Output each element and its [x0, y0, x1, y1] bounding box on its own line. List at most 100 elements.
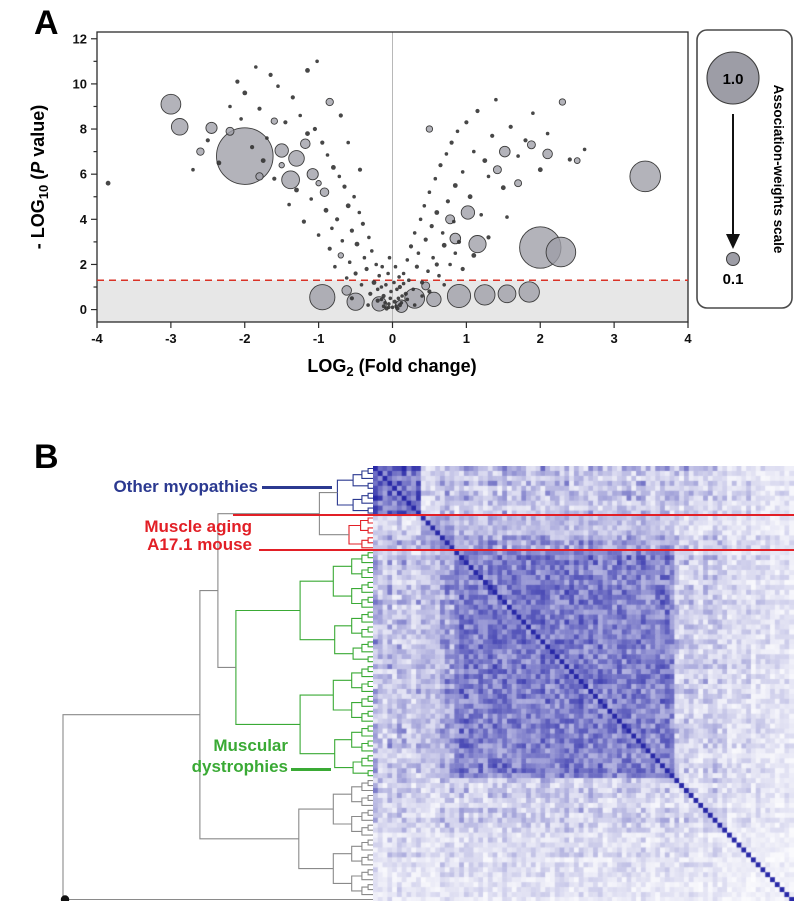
y-tick-label: 2: [80, 257, 87, 272]
data-bubble: [216, 127, 274, 185]
data-bubble: [392, 299, 397, 304]
data-bubble: [345, 203, 351, 209]
data-bubble: [420, 280, 425, 285]
data-bubble: [342, 184, 347, 189]
legend-box: 1.0 0.1 Association-weights scale: [696, 29, 793, 309]
y-tick-label: 6: [80, 167, 87, 182]
data-bubble: [349, 228, 354, 233]
x-axis-title-rest: (Fold change): [354, 356, 477, 376]
data-bubble: [255, 172, 264, 181]
dendrogram-branch: [367, 695, 373, 702]
data-bubble: [545, 236, 577, 268]
data-bubble: [423, 237, 428, 242]
dendrogram-branch: [367, 809, 373, 816]
dendrogram-branch: [367, 537, 373, 544]
dendrogram-branch: [361, 797, 373, 806]
x-tick-label: -1: [313, 331, 325, 346]
data-bubble: [456, 239, 462, 244]
data-bubble: [486, 235, 491, 240]
data-bubble: [471, 253, 477, 258]
data-bubble: [331, 165, 336, 170]
data-bubble: [380, 264, 385, 269]
data-bubble: [354, 241, 360, 247]
dendrogram-branch: [367, 467, 373, 474]
dendrogram-root-dot: [60, 895, 70, 901]
data-bubble: [352, 194, 356, 199]
dendrogram-branch: [351, 672, 362, 689]
data-bubble: [375, 298, 380, 303]
data-bubble: [300, 138, 311, 149]
y-tick-label: 10: [73, 76, 87, 91]
data-bubble: [440, 231, 445, 235]
data-bubble: [448, 262, 452, 267]
data-bubble: [499, 145, 511, 158]
data-bubble: [288, 150, 305, 167]
data-bubble: [319, 187, 330, 197]
dendrogram-branch: [361, 856, 373, 866]
data-bubble: [335, 217, 340, 222]
data-bubble: [397, 284, 402, 290]
data-bubble: [381, 304, 386, 309]
data-bubble: [418, 217, 423, 222]
data-bubble: [257, 106, 262, 111]
data-bubble: [347, 260, 352, 265]
data-bubble: [333, 264, 337, 269]
data-bubble: [475, 108, 480, 114]
data-bubble: [399, 301, 404, 305]
data-bubble: [414, 264, 419, 269]
y-axis-title: - LOG10 (P value): [28, 105, 51, 250]
dendrogram-branch: [367, 869, 373, 876]
data-bubble: [278, 162, 285, 169]
dendrogram-branch: [367, 780, 373, 787]
data-bubble: [337, 174, 342, 179]
data-bubble: [395, 306, 400, 311]
data-bubble: [516, 154, 520, 158]
data-bubble: [320, 140, 325, 145]
dendrogram-branch: [351, 845, 362, 862]
dendrogram-branch: [367, 482, 373, 489]
data-bubble: [438, 163, 443, 168]
data-bubble: [360, 221, 365, 226]
data-bubble: [518, 281, 540, 303]
dendrogram-branch: [334, 625, 354, 655]
dendrogram-branch: [367, 666, 373, 673]
data-bubble: [390, 305, 395, 310]
data-bubble: [490, 133, 495, 138]
dendrogram-branch: [235, 609, 301, 725]
dendrogram-branch: [367, 725, 373, 732]
data-bubble: [505, 215, 509, 219]
dendrogram-branch: [361, 599, 373, 608]
dendrogram-branch: [351, 588, 362, 605]
data-bubble: [531, 111, 535, 115]
data-bubble: [427, 289, 432, 294]
cluster-divider-line-bottom: [259, 549, 794, 551]
data-bubble: [422, 204, 427, 208]
data-bubble: [523, 138, 528, 143]
data-bubble: [265, 136, 269, 140]
dendrogram-branch: [361, 812, 373, 821]
y-axis-title-close: value): [28, 105, 48, 162]
data-bubble: [387, 255, 392, 260]
data-bubble: [309, 284, 336, 311]
dendrogram-branch: [367, 680, 373, 688]
data-bubble: [494, 97, 498, 102]
dendrogram-branch: [361, 614, 373, 623]
dendrogram-branch: [299, 580, 335, 641]
dendrogram-branch: [367, 596, 373, 603]
data-bubble: [228, 104, 232, 109]
legend-min-bubble: [726, 252, 740, 266]
data-bubble: [500, 185, 506, 191]
data-bubble: [412, 303, 417, 307]
data-bubble: [425, 125, 434, 133]
data-bubble: [315, 59, 319, 64]
dendrogram-branch: [352, 474, 369, 487]
legend-title: Association-weights scale: [771, 85, 786, 254]
data-bubble: [416, 251, 421, 255]
dendrogram-branch: [367, 884, 373, 891]
other-myopathies-connector: [262, 486, 332, 489]
dendrogram-branch: [367, 567, 373, 574]
data-bubble: [216, 160, 222, 166]
data-bubble: [325, 153, 330, 157]
data-bubble: [573, 157, 581, 164]
data-bubble: [353, 271, 358, 276]
